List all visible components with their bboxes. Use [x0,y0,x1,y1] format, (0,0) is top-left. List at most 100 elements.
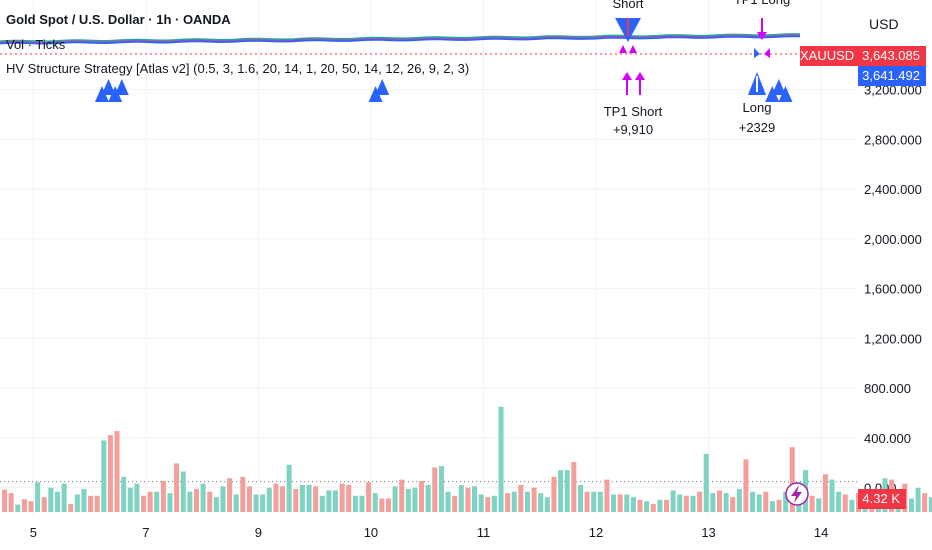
volume-bar [617,494,623,512]
volume-bar [518,485,524,512]
price-tick-label: 3,200.000 [864,83,922,98]
volume-bar [213,497,219,512]
volume-bar [266,487,272,512]
volume-bar [683,495,689,512]
volume-bar [8,493,14,512]
ma-price-tag: 3,641.492 [858,66,926,86]
volume-bar [385,498,391,512]
volume-bar [630,497,636,512]
volume-bar [35,482,41,512]
volume-bar [134,483,140,512]
price-tick-label: 1,600.000 [864,282,922,297]
volume-bar [478,494,484,512]
price-line [0,33,801,43]
volume-bar [756,494,762,512]
symbol-title[interactable]: Gold Spot / U.S. Dollar · 1h · OANDA [6,12,231,27]
price-tick-label: 400.000 [864,431,911,446]
price-axis-panel[interactable] [858,0,932,550]
volume-bar [15,504,21,512]
volume-bar [48,487,54,512]
volume-bar [359,495,365,512]
volume-bar [220,486,226,512]
volume-bar [538,493,544,512]
volume-bar [412,487,418,512]
volume-bar [511,491,517,512]
volume-bar [61,483,67,512]
volume-bar [227,478,233,512]
price-tick-label: 800.000 [864,381,911,396]
volume-bar [611,494,617,512]
volume-bar [326,490,332,512]
volume-bar [809,495,815,512]
volume-bar [763,491,769,512]
volume-bar [372,493,378,512]
volume-bar [88,495,94,512]
structure-marker [778,86,793,102]
volume-bar [54,491,60,512]
volume-bar [472,486,478,512]
volume-bar [41,497,47,512]
volume-bar [842,494,848,512]
long-entry-label: Long [743,100,772,115]
tp-short-arrowhead-2 [635,72,645,80]
volume-bar [180,471,186,512]
volume-bar [491,495,497,512]
volume-bar [789,447,795,512]
structure-marker [765,86,780,102]
volume-bar [127,487,133,512]
volume-bar [141,495,147,512]
volume-bar [200,483,206,512]
volume-bar [750,491,756,512]
time-tick-label: 7 [142,525,149,540]
volume-bar [716,490,722,512]
volume-bar [710,493,716,512]
time-tick-label: 14 [814,525,828,540]
volume-bar [670,490,676,512]
volume-bar [445,491,451,512]
volume-bar [677,494,683,512]
structure-marker [368,86,383,102]
volume-bar [776,499,782,512]
last-price-tag: 3,643.085 [858,46,926,66]
time-axis-panel[interactable] [0,515,932,550]
short-entry-label: Short [612,0,643,11]
volume-bar [604,479,610,512]
strategy-legend[interactable]: HV Structure Strategy [Atlas v2] (0.5, 3… [6,61,470,76]
tp-long-label: TP1 Long [734,0,790,7]
volume-bar [928,497,932,512]
time-tick-label: 13 [701,525,715,540]
volume-bar [597,491,603,512]
volume-bar [293,489,299,512]
volume-bar [664,499,670,512]
volume-bar [101,440,107,512]
volume-bar [836,491,842,512]
volume-bar [584,491,590,512]
volume-bar [319,495,325,512]
volume-bar [644,501,650,512]
volume-bar [438,466,444,512]
volume-legend[interactable]: Vol · Ticks [6,37,66,52]
tp-long-arrowhead [757,32,767,40]
volume-bar [703,453,709,512]
volume-bar [505,493,511,512]
structure-marker [101,79,116,95]
volume-bar [399,479,405,512]
structure-marker [771,79,786,95]
volume-value-tag: 4.32 K [858,489,906,509]
lightning-bolt-icon [791,485,802,503]
volume-bar [154,491,160,512]
volume-bar [28,501,34,512]
volume-bar [571,462,577,512]
volume-bar [697,491,703,512]
volume-bar [816,498,822,512]
volume-bar [207,491,213,512]
volume-bar [260,494,266,512]
volume-bar [240,476,246,512]
volume-bar [299,485,305,512]
volume-bar [246,486,252,512]
volume-bar [121,476,127,512]
currency-label[interactable]: USD [869,16,899,32]
volume-bar [405,489,411,512]
